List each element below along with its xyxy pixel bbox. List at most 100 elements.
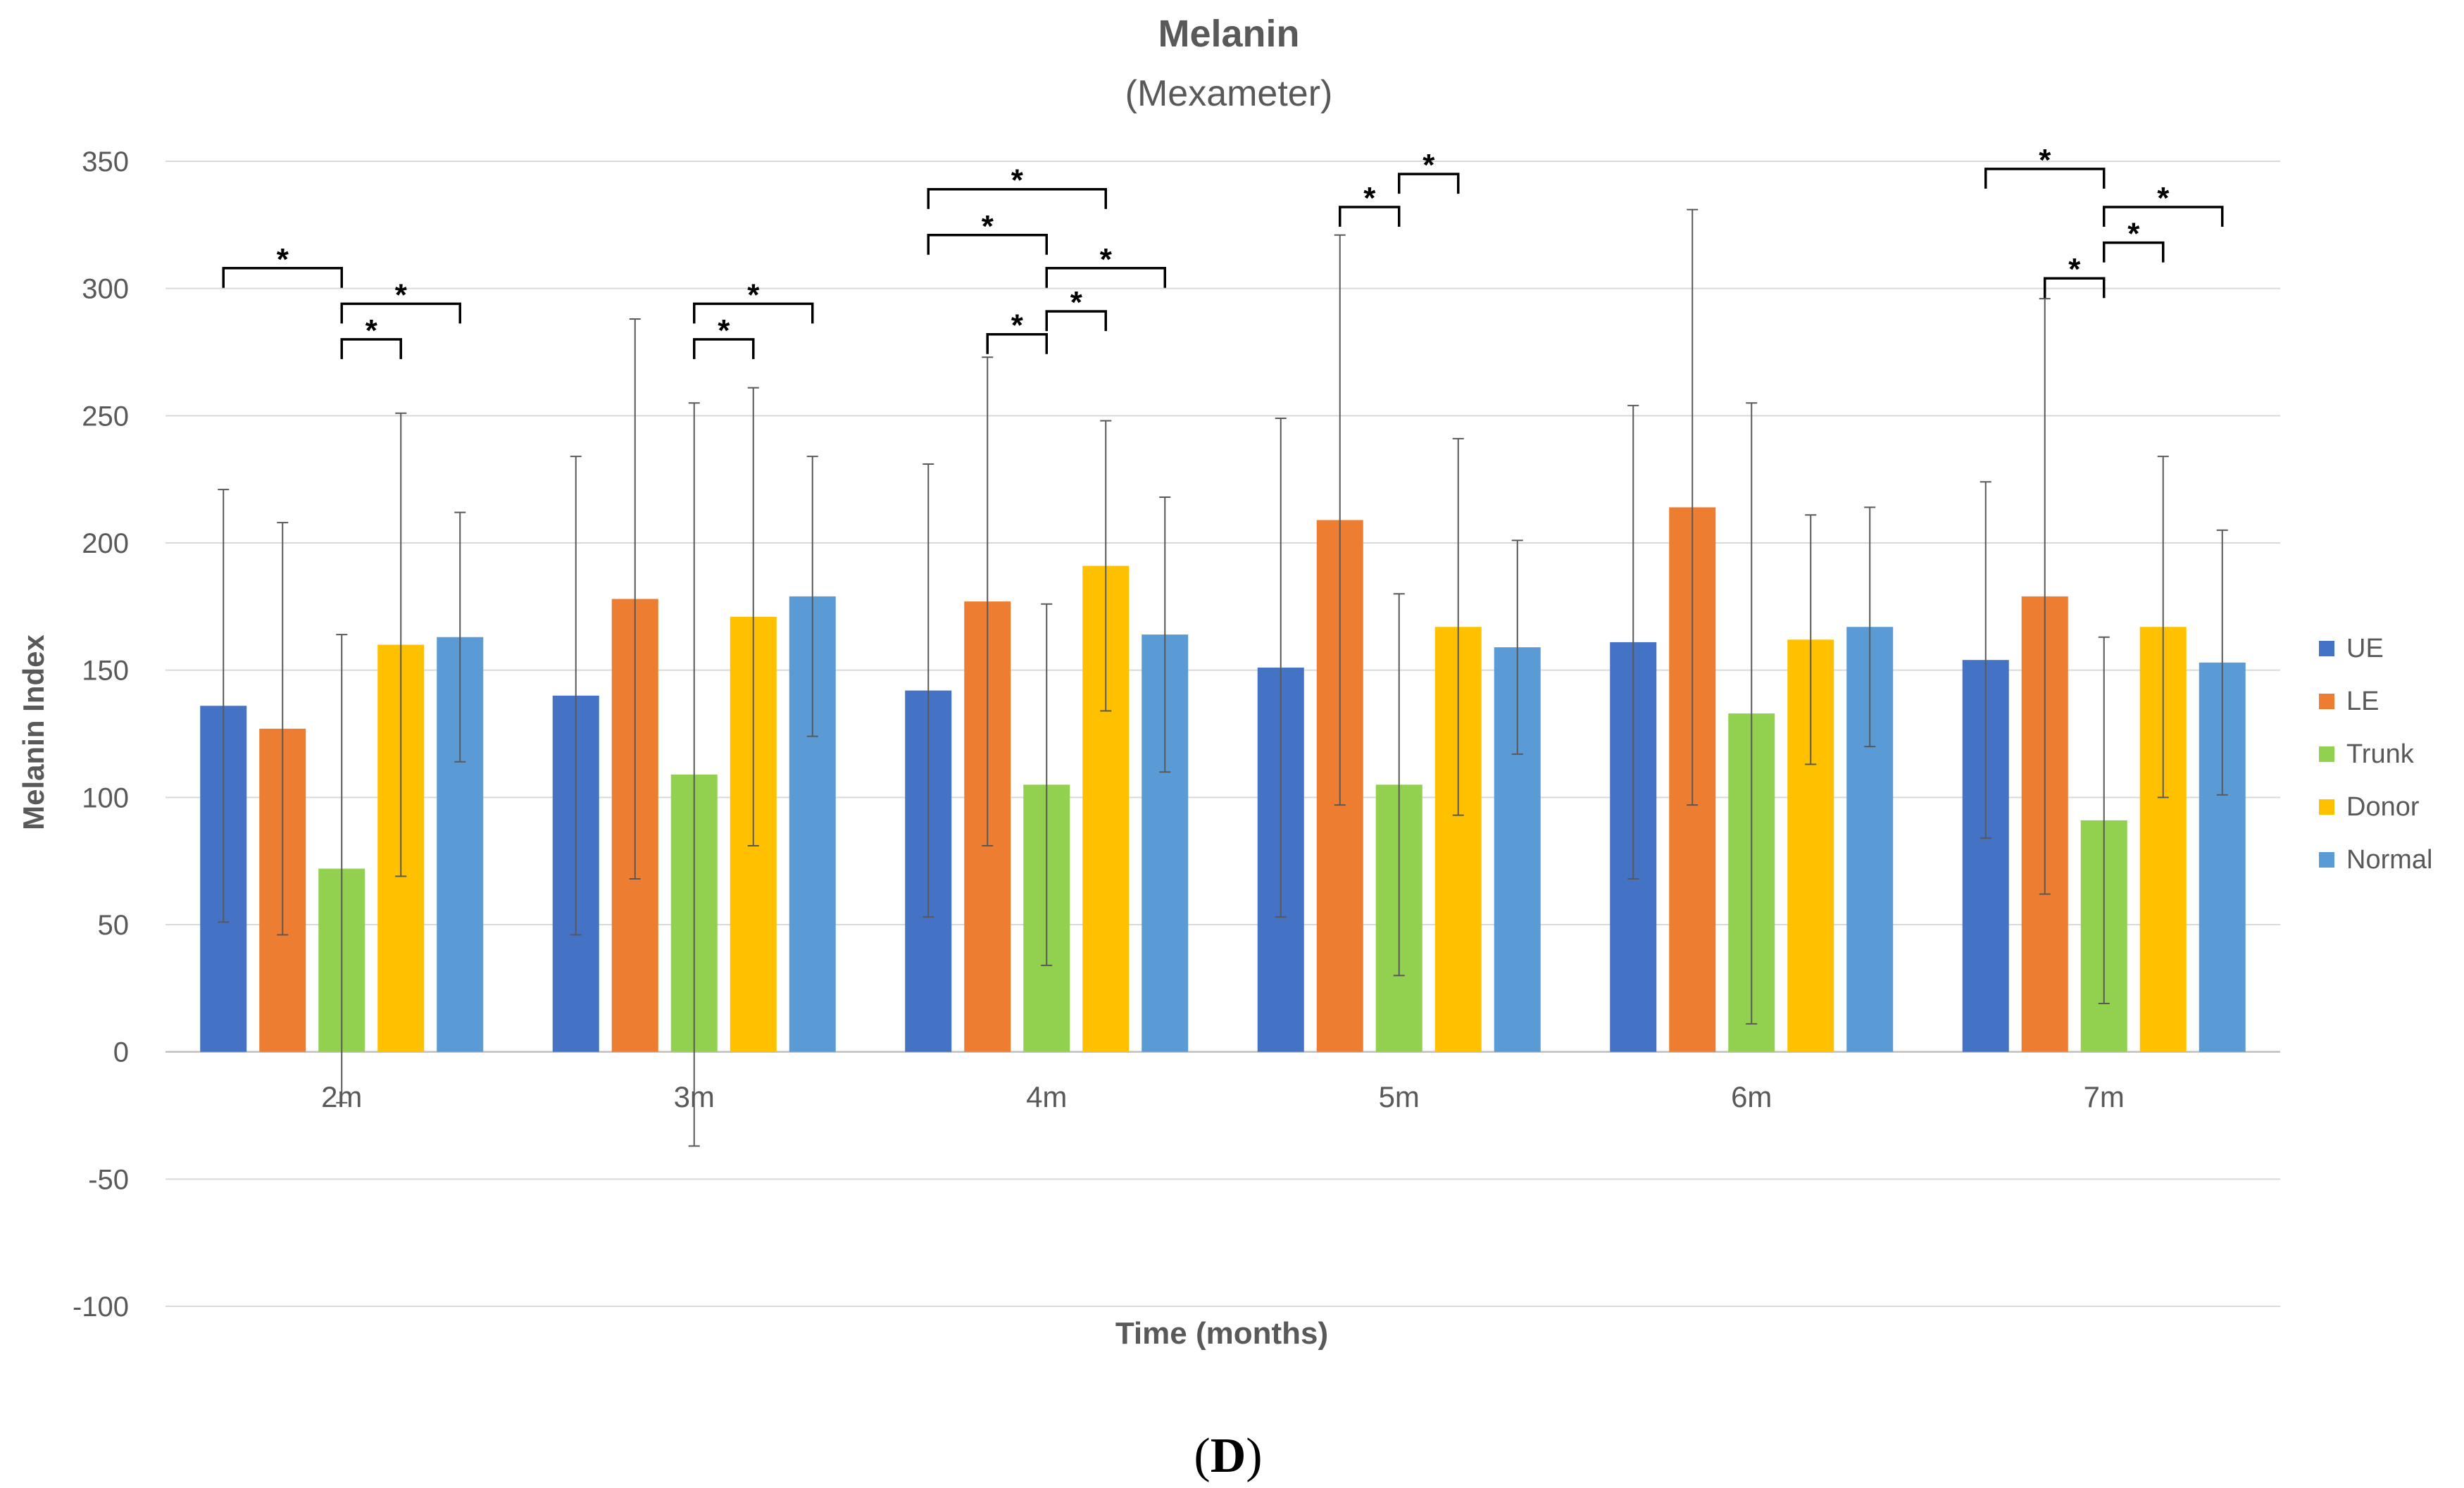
error-bar [570,456,582,936]
chart-subtitle: (Mexameter) [1125,73,1333,114]
y-tick-label: -50 [88,1164,129,1195]
error-bar [1687,208,1699,806]
significance-star: * [1070,285,1083,320]
legend-label-normal: Normal [2346,845,2432,875]
significance-star: * [2157,181,2170,215]
x-tick-label: 5m [1379,1080,1420,1113]
legend-label-le: LE [2346,687,2379,716]
bars [200,507,2246,1052]
significance-star: * [395,277,408,312]
x-tick-label: 7m [2084,1080,2125,1113]
significance-bracket: * [1045,242,1166,288]
significance-bracket-line [2103,241,2165,263]
significance-star: * [2039,143,2051,177]
y-tick-label: 250 [82,401,129,432]
significance-bracket: * [1045,285,1107,332]
error-bar [336,634,348,1104]
panel-label: (D) [1194,1429,1262,1483]
significance-bracket-line [1398,173,1460,194]
legend-swatch-le [2319,694,2334,709]
error-bar [2098,636,2110,1005]
legend-swatch-trunk [2319,746,2334,762]
significance-star: * [2127,217,2140,251]
significance-bracket-line [986,332,1048,354]
significance-star: * [1100,242,1113,277]
significance-bracket-line [1339,206,1401,227]
error-bar [1511,539,1523,755]
significance-bracket-line [340,338,402,359]
error-bar [277,522,289,936]
y-tick-label: 150 [82,656,129,687]
error-bar [454,511,466,763]
error-bar [688,402,700,1147]
significance-bracket: * [222,242,343,288]
x-axis-label: Time (months) [1115,1316,1328,1351]
chart-title: Melanin [1158,13,1299,55]
error-bar [395,412,407,877]
significance-star: * [1011,308,1024,343]
significance-star: * [1422,148,1435,182]
error-bar [1393,593,1405,977]
x-tick-label: 2m [321,1080,362,1113]
y-tick-label: 350 [82,146,129,177]
legend-swatch-normal [2319,852,2334,868]
y-tick-label: 300 [82,274,129,305]
legend-label-trunk: Trunk [2346,739,2415,769]
significance-bracket: * [2044,252,2106,299]
significance-bracket: * [693,277,814,324]
significance-bracket-line [693,302,814,324]
significance-bracket: * [2103,181,2224,227]
significance-bracket-line [927,187,1107,209]
significance-bracket-line [2103,206,2224,227]
error-bar [1864,506,1876,748]
significance-brackets: * * * * * * * * * * * * * * * * [222,143,2224,359]
legend: UE LE Trunk Donor Normal [2319,634,2432,875]
significance-star: * [365,313,378,348]
error-bars [218,208,2228,1147]
significance-bracket-line [222,267,343,288]
significance-bracket-line [2044,277,2106,299]
error-bar [2157,456,2169,799]
error-bar [1275,417,1287,918]
significance-bracket: * [927,163,1107,209]
error-bar [1980,481,1991,839]
significance-bracket: * [927,209,1048,255]
significance-bracket: * [2103,217,2165,263]
significance-bracket-line [340,302,461,324]
error-bar [1805,514,1817,765]
error-bar [1100,420,1112,712]
significance-bracket-line [693,338,755,359]
x-tick-label: 3m [674,1080,715,1113]
legend-swatch-donor [2319,799,2334,815]
y-tick-label: -100 [73,1292,129,1323]
significance-star: * [1011,163,1024,198]
error-bar [1452,437,1464,816]
legend-label-donor: Donor [2346,792,2420,822]
x-axis-ticks: 2m 3m 4m 5m 6m 7m [321,1080,2125,1113]
error-bar [218,489,230,923]
error-bar [1627,404,1639,880]
error-bar [1159,496,1171,773]
significance-bracket: * [693,313,755,359]
significance-star: * [277,242,289,277]
significance-bracket: * [1339,181,1401,227]
significance-bracket: * [340,313,402,359]
significance-bracket: * [1398,148,1460,194]
y-tick-label: 100 [82,782,129,813]
significance-star: * [747,277,760,312]
error-bar [923,463,934,918]
legend-label-ue: UE [2346,634,2384,663]
legend-swatch-ue [2319,641,2334,656]
error-bar [2039,298,2051,895]
y-tick-label: 200 [82,528,129,559]
significance-bracket: * [1984,143,2106,189]
significance-bracket-line [1984,168,2106,189]
significance-bracket-line [1045,310,1107,332]
error-bar [629,318,641,880]
error-bar [2216,529,2228,796]
error-bar [982,356,994,846]
x-tick-label: 4m [1026,1080,1067,1113]
significance-bracket: * [340,277,461,324]
significance-star: * [2068,252,2081,287]
